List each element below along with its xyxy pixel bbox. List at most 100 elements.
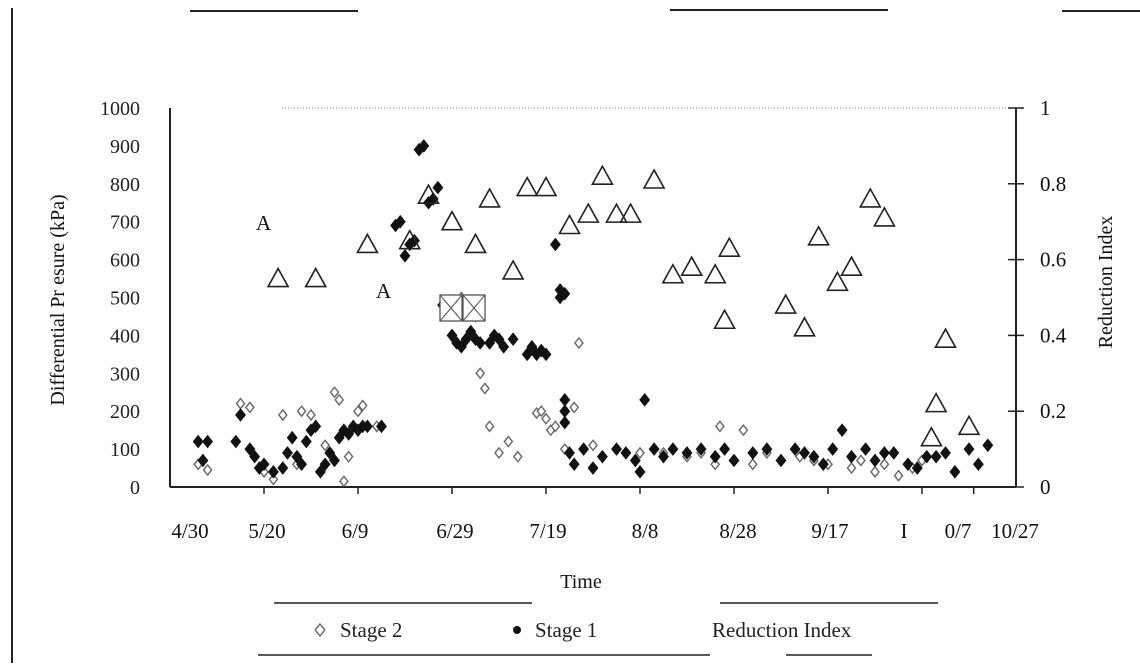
- stage-1-point: [347, 419, 359, 434]
- stage-1-point: [235, 408, 246, 422]
- reduction-index-point: [501, 259, 525, 280]
- stage-1-point: [911, 461, 923, 475]
- stage-2-point: [747, 458, 758, 471]
- reduction-index-point: [793, 316, 816, 337]
- reduction-index-point: [266, 266, 290, 288]
- stage-2-point: [494, 446, 504, 460]
- stage-2-point: [235, 397, 246, 410]
- legend-stage-1-label: Stage 1: [535, 618, 597, 642]
- stage-2-point: [738, 424, 749, 437]
- stage-1-point: [596, 449, 608, 464]
- reduction-index-point: [840, 255, 863, 276]
- reduction-index-point: [703, 263, 727, 284]
- reduction-index-point: [576, 202, 600, 223]
- stage-2-point: [541, 412, 551, 425]
- reduction-index-point: [934, 327, 957, 348]
- x-tick-label: 10/27: [991, 519, 1039, 543]
- reduction-index-point: [957, 414, 981, 436]
- stage-1-point: [888, 446, 900, 460]
- stage-2-point: [484, 420, 495, 433]
- stage-1-point: [394, 214, 406, 229]
- reduction-index-point: [478, 187, 501, 208]
- legend-reduction-index-label: Reduction Index: [712, 618, 852, 642]
- stage-2-point: [296, 405, 307, 418]
- stage-2-point: [574, 336, 584, 350]
- series-reduction-index: [266, 164, 981, 447]
- y-right-tick-label: 0.8: [1040, 172, 1066, 196]
- stage-2-point: [536, 405, 547, 418]
- stage-2-point: [715, 420, 725, 433]
- y-left-tick-label: 0: [130, 477, 140, 499]
- stage-1-point: [197, 453, 209, 468]
- stage-1-point: [507, 332, 519, 346]
- stage-1-point: [286, 430, 298, 445]
- stage-1-point: [300, 434, 312, 449]
- stage-1-point: [465, 324, 477, 339]
- stage-1-point: [869, 453, 881, 468]
- stage-1-point: [267, 465, 279, 479]
- boxed-marker-cross: [439, 294, 463, 322]
- reduction-index-point: [417, 183, 440, 204]
- stage-2-point: [268, 473, 279, 486]
- x-tick-label: 5/20: [248, 519, 285, 543]
- stage-1-point: [291, 449, 303, 464]
- x-tick-label: 9/17: [811, 519, 848, 543]
- x-tick-label: 8/28: [719, 519, 756, 543]
- stage-1-point: [244, 442, 256, 456]
- stage-1-point: [474, 336, 486, 350]
- stage-1-point: [564, 446, 575, 460]
- stage-2-point: [893, 469, 904, 482]
- stage-1-point: [789, 442, 801, 456]
- reduction-index-point: [920, 426, 943, 447]
- x-tick-label: 0/7: [945, 519, 972, 543]
- stage-2-point: [306, 408, 316, 422]
- stage-2-point: [635, 446, 645, 460]
- series-stage-1: [192, 139, 994, 479]
- reduction-index-point: [591, 164, 614, 186]
- stage-1-point: [930, 449, 942, 464]
- y-right-tick-label: 0.6: [1040, 248, 1066, 272]
- stage-1-point: [878, 446, 890, 460]
- stage-1-point: [277, 461, 289, 475]
- stage-1-point: [258, 457, 270, 472]
- stage-1-point: [611, 442, 622, 456]
- y-right-tick-label: 1: [1040, 96, 1051, 120]
- stage-1-point: [681, 446, 693, 460]
- stage-2-point: [512, 450, 523, 463]
- x-tick-label: 6/29: [436, 519, 473, 543]
- stage-1-point: [921, 449, 933, 464]
- stage-1-point: [578, 442, 590, 456]
- right-axis-ticks: 0 0.2 0.4 0.6 0.8 1: [1008, 96, 1067, 499]
- stage-1-point: [836, 423, 848, 437]
- y-left-tick-label: 1000: [100, 98, 140, 120]
- reduction-index-point: [398, 229, 422, 250]
- stage-2-point: [343, 450, 354, 463]
- stage-1-point: [559, 415, 571, 430]
- stage-1-point: [549, 237, 561, 252]
- stage-1-point: [526, 339, 538, 354]
- stage-1-point: [817, 457, 829, 472]
- stage-1-point: [709, 449, 721, 464]
- stage-1-point: [648, 442, 660, 456]
- reduction-index-point: [605, 202, 628, 223]
- y-left-tick-label: 600: [110, 250, 140, 272]
- stage-1-point: [667, 442, 679, 456]
- y-left-tick-label: 500: [110, 288, 140, 310]
- reduction-index-point: [774, 293, 798, 314]
- y-axis-right-title: Reduction Index: [1095, 216, 1117, 349]
- stage-2-point: [202, 463, 213, 477]
- stage-1-point: [719, 442, 731, 456]
- stage-1-point: [310, 419, 322, 434]
- reduction-index-point: [924, 391, 948, 413]
- stage-1-point: [827, 442, 839, 456]
- reduction-index-point: [807, 225, 830, 246]
- legend-stage-1-dot: [513, 626, 521, 634]
- reduction-index-point: [717, 236, 741, 258]
- stage-1-point: [587, 461, 599, 475]
- stage-1-point: [455, 339, 467, 354]
- stage-1-point: [493, 332, 505, 346]
- stage-1-point: [333, 430, 345, 445]
- stage-2-point: [475, 367, 486, 380]
